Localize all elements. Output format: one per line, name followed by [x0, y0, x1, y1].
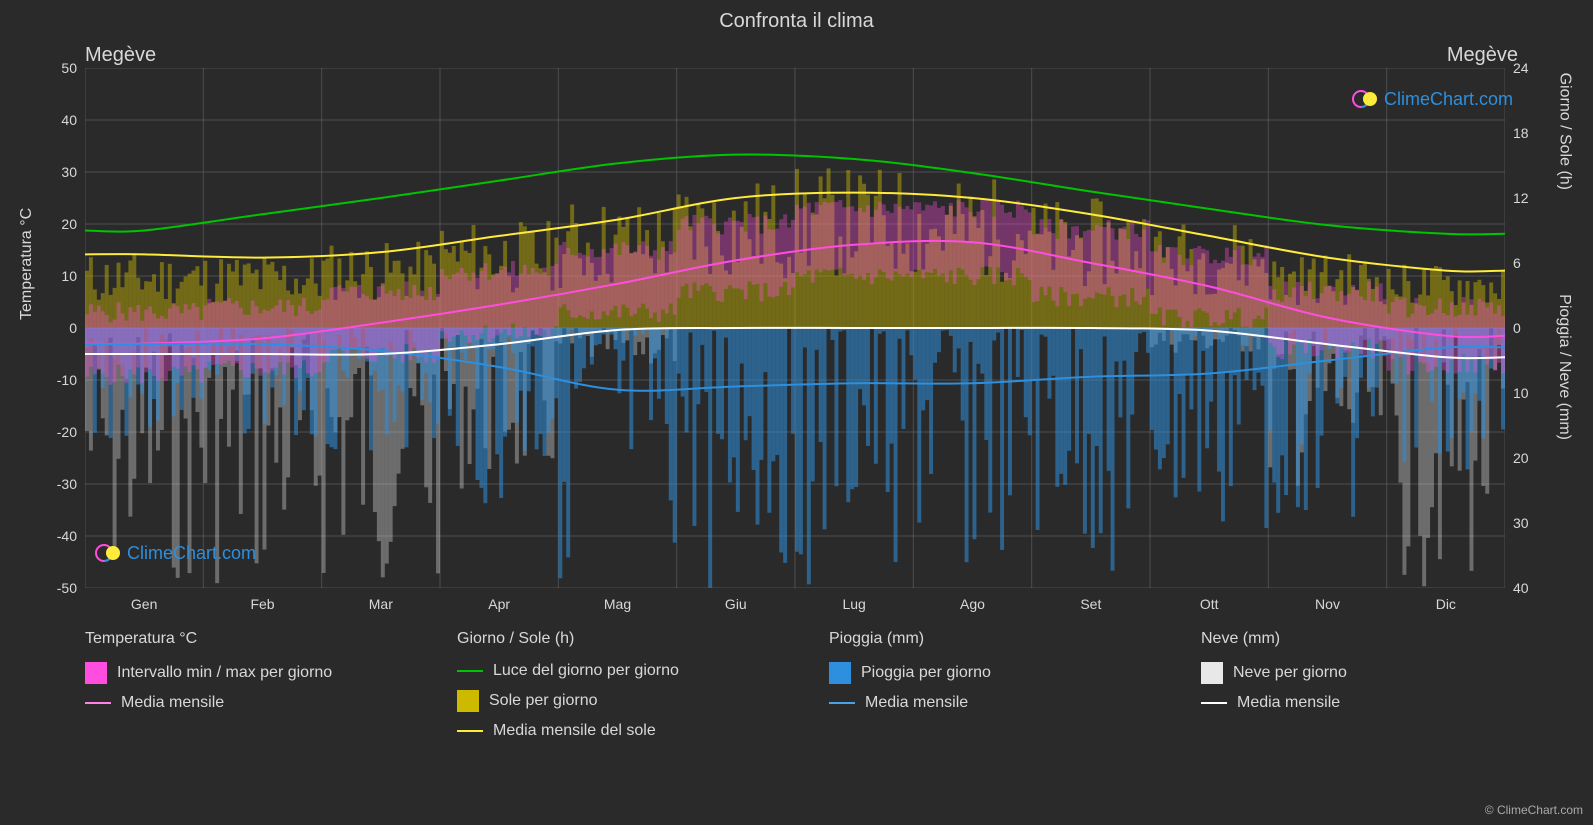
legend-item: Luce del giorno per giorno [457, 662, 789, 680]
x-axis-tick: Mag [604, 596, 631, 612]
legend-item: Neve per giorno [1201, 662, 1533, 684]
left-axis-tick: -50 [37, 580, 77, 596]
right-axis-tick: 30 [1513, 515, 1553, 531]
legend-item: Sole per giorno [457, 690, 789, 712]
right-axis-tick: 40 [1513, 580, 1553, 596]
legend-label: Media mensile [865, 694, 968, 712]
legend-label: Media mensile del sole [493, 722, 656, 740]
x-axis-tick: Ott [1200, 596, 1219, 612]
legend-item: Intervallo min / max per giorno [85, 662, 417, 684]
left-axis-tick: -30 [37, 476, 77, 492]
legend-swatch [829, 702, 855, 704]
legend: Temperatura °C Intervallo min / max per g… [85, 630, 1533, 750]
legend-header: Temperatura °C [85, 630, 417, 648]
legend-group-rain: Pioggia (mm) Pioggia per giorno Media mens… [829, 630, 1161, 750]
legend-group-snow: Neve (mm) Neve per giorno Media mensile [1201, 630, 1533, 750]
right-axis-tick: 24 [1513, 60, 1553, 76]
location-left-label: Megève [85, 44, 156, 67]
brand-icon [1352, 86, 1378, 112]
legend-header: Giorno / Sole (h) [457, 630, 789, 648]
legend-swatch [457, 670, 483, 672]
right-axis-tick: 18 [1513, 125, 1553, 141]
left-axis-tick: 10 [37, 268, 77, 284]
x-axis-tick: Apr [488, 596, 510, 612]
x-axis-tick: Gen [131, 596, 157, 612]
location-right-label: Megève [1447, 44, 1518, 67]
right-axis-tick: 6 [1513, 255, 1553, 271]
x-axis-tick: Nov [1315, 596, 1340, 612]
right-axis-tick: 12 [1513, 190, 1553, 206]
legend-label: Pioggia per giorno [861, 664, 991, 682]
left-axis-tick: -10 [37, 372, 77, 388]
brand-text: ClimeChart.com [127, 543, 256, 564]
brand-logo-top: ClimeChart.com [1352, 86, 1513, 112]
x-axis-tick: Lug [842, 596, 865, 612]
legend-swatch [85, 702, 111, 704]
legend-header: Pioggia (mm) [829, 630, 1161, 648]
legend-swatch [457, 690, 479, 712]
x-axis-tick: Giu [725, 596, 747, 612]
x-axis-tick: Dic [1436, 596, 1456, 612]
plot-svg [85, 68, 1505, 588]
legend-swatch [1201, 702, 1227, 704]
x-axis-tick: Set [1080, 596, 1101, 612]
legend-item: Media mensile del sole [457, 722, 789, 740]
legend-swatch [829, 662, 851, 684]
left-axis-tick: 50 [37, 60, 77, 76]
legend-item: Media mensile [85, 694, 417, 712]
left-axis-tick: 20 [37, 216, 77, 232]
x-axis-tick: Feb [250, 596, 274, 612]
left-axis-tick: -40 [37, 528, 77, 544]
x-axis-tick: Ago [960, 596, 985, 612]
right-axis-tick: 10 [1513, 385, 1553, 401]
right-axis-top-label: Giorno / Sole (h) [1555, 73, 1573, 190]
legend-label: Neve per giorno [1233, 664, 1347, 682]
brand-icon [95, 540, 121, 566]
legend-group-temp: Temperatura °C Intervallo min / max per g… [85, 630, 417, 750]
x-axis-tick: Mar [369, 596, 393, 612]
copyright-label: © ClimeChart.com [1485, 803, 1583, 817]
left-axis-tick: -20 [37, 424, 77, 440]
legend-label: Media mensile [1237, 694, 1340, 712]
left-axis-tick: 30 [37, 164, 77, 180]
right-axis-tick: 0 [1513, 320, 1553, 336]
legend-item: Pioggia per giorno [829, 662, 1161, 684]
legend-swatch [1201, 662, 1223, 684]
brand-logo-bottom: ClimeChart.com [95, 540, 256, 566]
chart-title: Confronta il clima [0, 10, 1593, 33]
legend-item: Media mensile [829, 694, 1161, 712]
legend-header: Neve (mm) [1201, 630, 1533, 648]
legend-swatch [457, 730, 483, 732]
legend-label: Intervallo min / max per giorno [117, 664, 332, 682]
legend-group-daysun: Giorno / Sole (h) Luce del giorno per gio… [457, 630, 789, 750]
right-axis-tick: 20 [1513, 450, 1553, 466]
left-axis-tick: 40 [37, 112, 77, 128]
chart-container: Confronta il clima Megève Megève Tempera… [0, 0, 1593, 825]
legend-label: Media mensile [121, 694, 224, 712]
legend-label: Luce del giorno per giorno [493, 662, 679, 680]
left-axis-label: Temperatura °C [18, 208, 36, 320]
legend-item: Media mensile [1201, 694, 1533, 712]
left-axis-tick: 0 [37, 320, 77, 336]
brand-text: ClimeChart.com [1384, 89, 1513, 110]
right-axis-bottom-label: Pioggia / Neve (mm) [1555, 294, 1573, 440]
legend-swatch [85, 662, 107, 684]
legend-label: Sole per giorno [489, 692, 598, 710]
plot-area [85, 68, 1505, 588]
